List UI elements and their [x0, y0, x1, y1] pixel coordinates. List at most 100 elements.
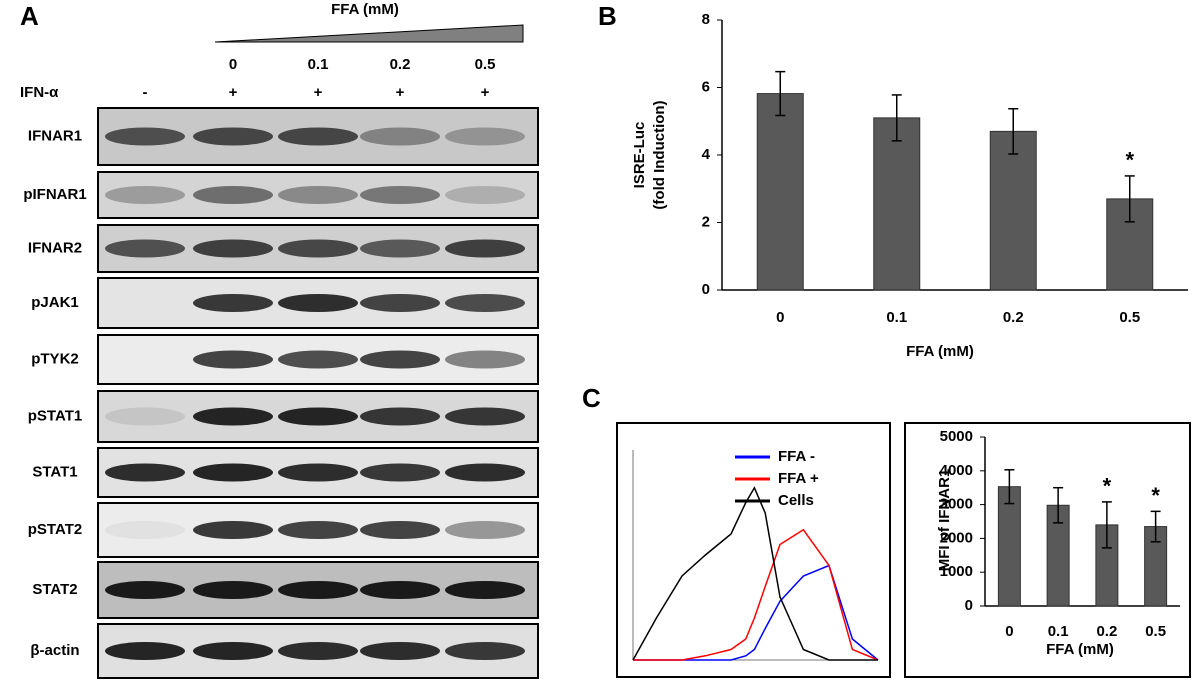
row-label: IFNAR2: [28, 239, 82, 256]
treatment-label: FFA (mM): [331, 1, 399, 18]
x-axis-label: FFA (mM): [1046, 641, 1114, 658]
blot-band: [278, 127, 358, 146]
significance: *: [1125, 148, 1134, 173]
blot-band: [193, 521, 273, 539]
bar-frame: [904, 422, 1191, 678]
blot-band: [360, 350, 440, 369]
row-label: pSTAT1: [28, 407, 82, 424]
blot-band: [278, 239, 358, 258]
y-tick-label: 3000: [940, 496, 973, 513]
blot-band: [360, 407, 440, 426]
blot-band: [193, 407, 273, 426]
blot-band: [445, 186, 525, 204]
x-tick-label: 0.1: [1048, 623, 1069, 640]
x-tick-label: 0.1: [886, 309, 907, 326]
blot-band: [360, 521, 440, 539]
blot-band: [278, 407, 358, 426]
dose-label: 0.5: [475, 56, 496, 73]
panel-label: B: [598, 1, 617, 31]
significance: *: [1151, 483, 1160, 508]
blot-band: [445, 463, 525, 482]
ifn-state: -: [143, 84, 148, 101]
y-tick-label: 2000: [940, 529, 973, 546]
row-label: β-actin: [30, 642, 79, 659]
blot-band: [193, 294, 273, 312]
blot-band: [445, 407, 525, 426]
blot-band: [193, 581, 273, 599]
blot-band: [278, 521, 358, 539]
blot-band: [445, 642, 525, 660]
row-label: pJAK1: [31, 294, 79, 311]
flow-frame: [616, 422, 891, 678]
y-tick-label: 2: [702, 213, 710, 230]
x-tick-label: 0: [776, 309, 784, 326]
ifn-label: IFN-α: [20, 84, 59, 101]
y-tick-label: 0: [702, 281, 710, 298]
y-axis-label: MFI of IFNAR1: [936, 469, 953, 572]
y-tick-label: 8: [702, 11, 710, 28]
y-axis-label: ISRE-Luc: [631, 122, 648, 189]
blot-band: [278, 642, 358, 660]
blot-band: [105, 186, 185, 204]
blot-band: [193, 642, 273, 660]
row-label: STAT1: [32, 463, 77, 480]
dose-label: 0.2: [390, 56, 411, 73]
row-label: pIFNAR1: [23, 186, 86, 203]
blot-band: [445, 239, 525, 258]
blot-band: [193, 463, 273, 482]
blot-band: [278, 463, 358, 482]
bar: [756, 93, 804, 291]
row-label: pSTAT2: [28, 521, 82, 538]
blot-band: [360, 127, 440, 146]
panel-label: A: [20, 1, 39, 31]
panel-label: C: [582, 383, 601, 413]
histogram-curve: [633, 528, 879, 661]
blot-band: [360, 642, 440, 660]
blot-band: [105, 239, 185, 258]
dose-label: 0: [229, 56, 237, 73]
x-tick-label: 0.5: [1119, 309, 1140, 326]
dose-wedge: [214, 24, 524, 43]
row-label: pTYK2: [31, 350, 79, 367]
blot-band: [105, 407, 185, 426]
x-tick-label: 0.2: [1096, 623, 1117, 640]
blot-band: [278, 581, 358, 599]
blot-band: [445, 127, 525, 146]
y-tick-label: 4: [702, 146, 711, 163]
ifn-state: +: [396, 84, 405, 101]
x-tick-label: 0: [1005, 623, 1013, 640]
blot-band: [360, 581, 440, 599]
blot-band: [193, 127, 273, 146]
row-label: IFNAR1: [28, 127, 82, 144]
bar: [873, 117, 921, 291]
histogram-curve: [632, 486, 878, 661]
x-tick-label: 0.2: [1003, 309, 1024, 326]
x-tick-label: 0.5: [1145, 623, 1166, 640]
blot-band: [193, 350, 273, 369]
y-tick-label: 5000: [940, 428, 973, 445]
blot-band: [445, 294, 525, 312]
significance: *: [1103, 474, 1112, 499]
blot-band: [105, 581, 185, 599]
y-axis-label: (fold Induction): [651, 100, 668, 209]
blot-band: [360, 239, 440, 258]
blot-band: [445, 581, 525, 599]
legend-label: FFA +: [778, 470, 819, 487]
ifn-state: +: [229, 84, 238, 101]
blot-band: [193, 239, 273, 258]
ifn-state: +: [481, 84, 490, 101]
blot-band: [360, 186, 440, 204]
blot-band: [193, 186, 273, 204]
bar: [997, 486, 1021, 607]
blot-band: [105, 521, 185, 539]
blot-band: [360, 294, 440, 312]
blot-band: [445, 350, 525, 369]
dose-label: 0.1: [308, 56, 329, 73]
blot-band: [278, 350, 358, 369]
blot-band: [360, 463, 440, 482]
legend-label: FFA -: [778, 448, 815, 465]
blot-band: [105, 642, 185, 660]
blot-band: [278, 294, 358, 312]
ifn-state: +: [314, 84, 323, 101]
